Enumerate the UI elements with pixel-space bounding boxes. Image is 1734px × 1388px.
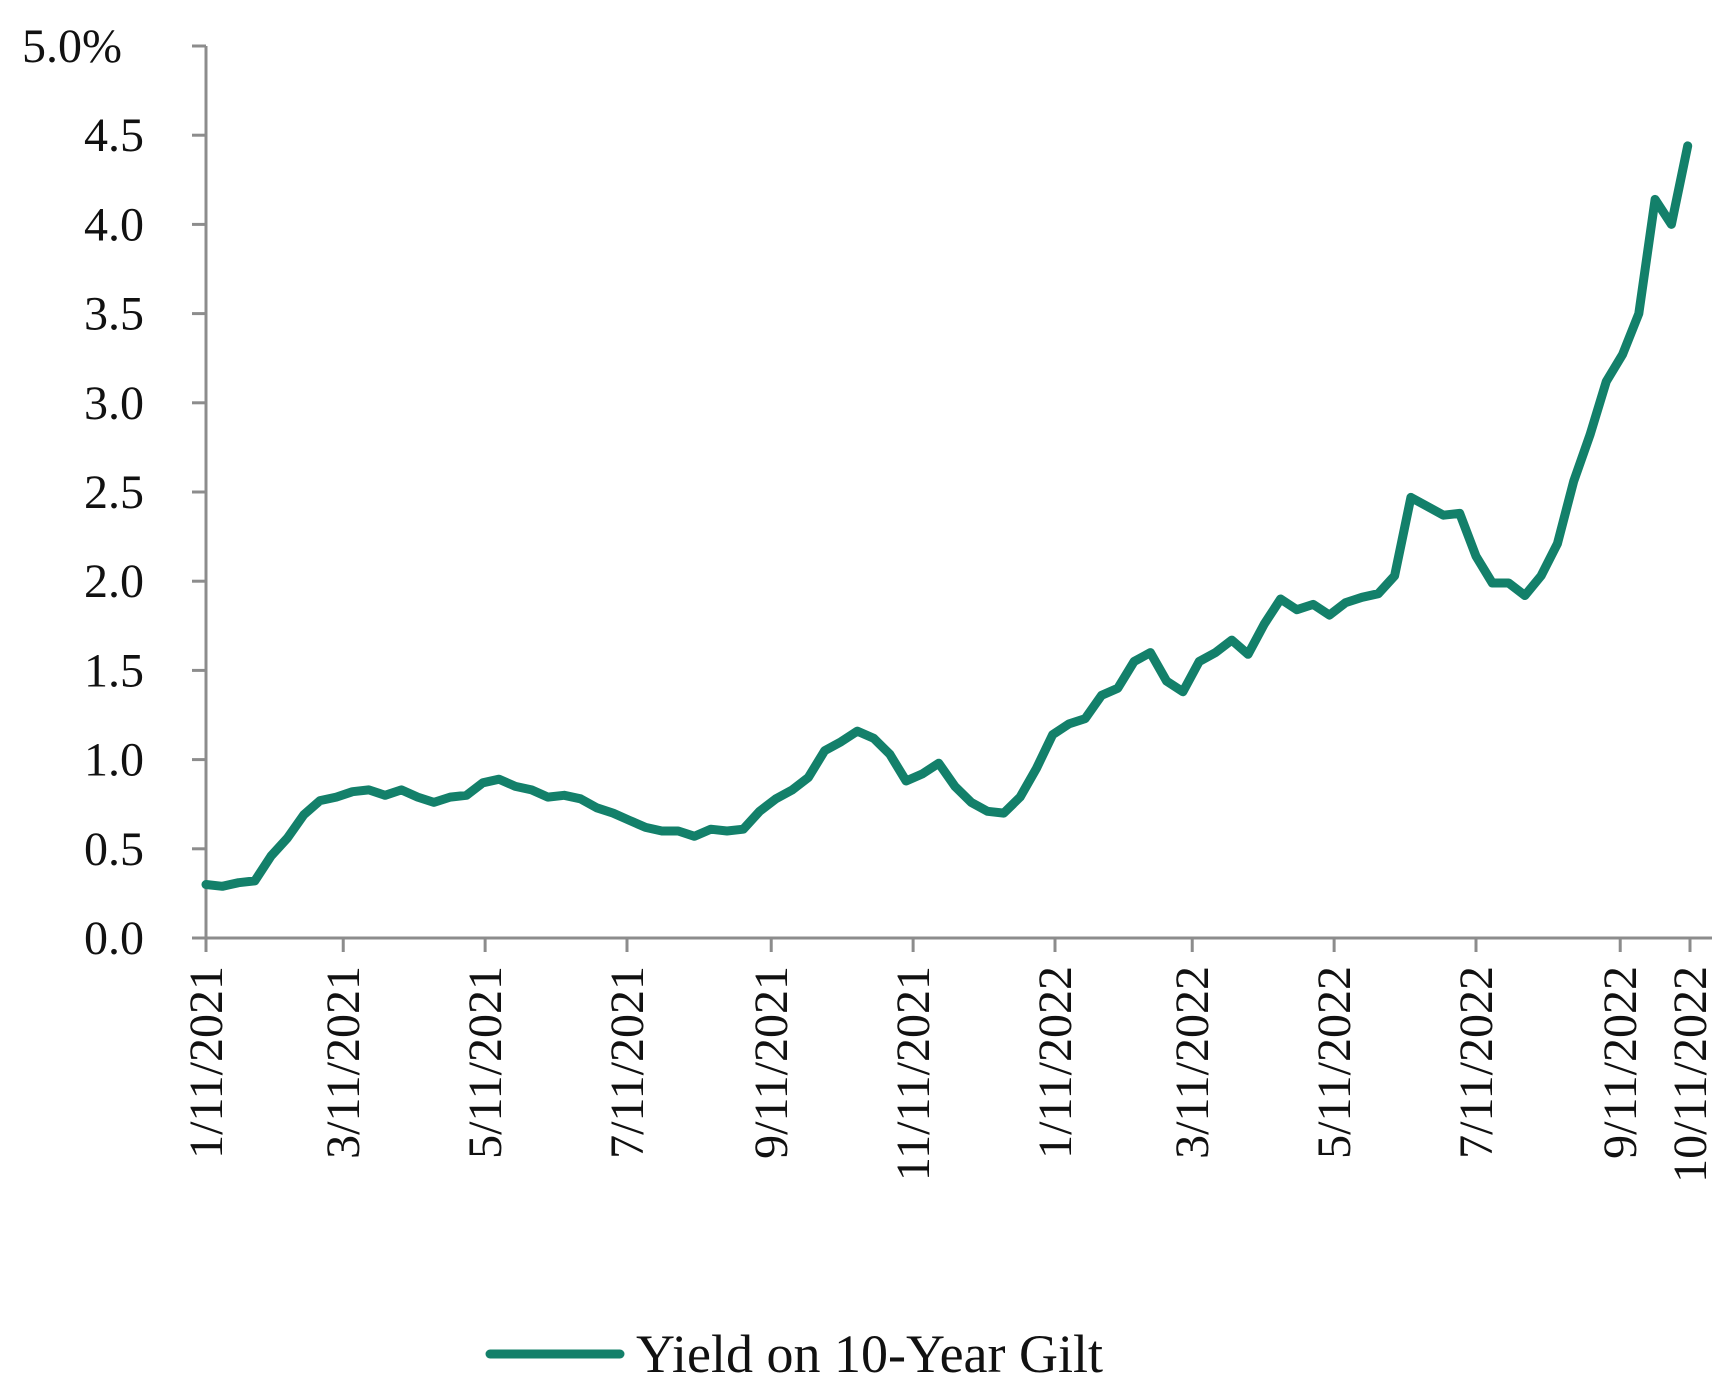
series-line — [201, 141, 1693, 891]
x-tick-label: 1/11/2021 — [180, 966, 233, 1159]
legend-label: Yield on 10-Year Gilt — [636, 1324, 1103, 1383]
series-layer — [201, 141, 1693, 891]
y-tick-label: 3.5 — [84, 288, 144, 341]
x-tick-label: 10/11/2022 — [1664, 966, 1717, 1183]
x-tick-label: 5/11/2021 — [459, 966, 512, 1159]
y-tick-label: 0.5 — [84, 823, 144, 876]
legend: Yield on 10-Year Gilt — [485, 1324, 1103, 1384]
x-tick-label: 3/11/2022 — [1166, 966, 1219, 1159]
y-tick-label: 2.0 — [84, 555, 144, 608]
x-tick-label: 3/11/2021 — [317, 966, 370, 1159]
x-tick-label: 7/11/2022 — [1450, 966, 1503, 1159]
y-tick-label: 2.5 — [84, 466, 144, 519]
y-tick-label: 1.5 — [84, 644, 144, 697]
x-tick-label: 9/11/2022 — [1594, 966, 1647, 1159]
y-tick-label: 5.0% — [22, 20, 122, 73]
x-axis-ticks: 1/11/2021 3/11/2021 5/11/2021 7/11/2021 9/11… — [180, 938, 1717, 1183]
y-tick-label: 3.0 — [84, 377, 144, 430]
y-tick-label: 4.0 — [84, 198, 144, 251]
x-tick-label: 11/11/2021 — [887, 966, 940, 1181]
x-tick-label: 7/11/2021 — [601, 966, 654, 1159]
y-tick-label: 0.0 — [84, 912, 144, 965]
x-tick-label: 9/11/2021 — [745, 966, 798, 1159]
y-axis-ticks: 0.0 0.5 1.0 1.5 2.0 2.5 3.0 3.5 4.0 4.5 5.0% — [22, 20, 206, 965]
y-tick-label: 1.0 — [84, 734, 144, 787]
x-tick-label: 1/11/2022 — [1029, 966, 1082, 1159]
y-tick-label: 4.5 — [84, 109, 144, 162]
x-tick-label: 5/11/2022 — [1308, 966, 1361, 1159]
